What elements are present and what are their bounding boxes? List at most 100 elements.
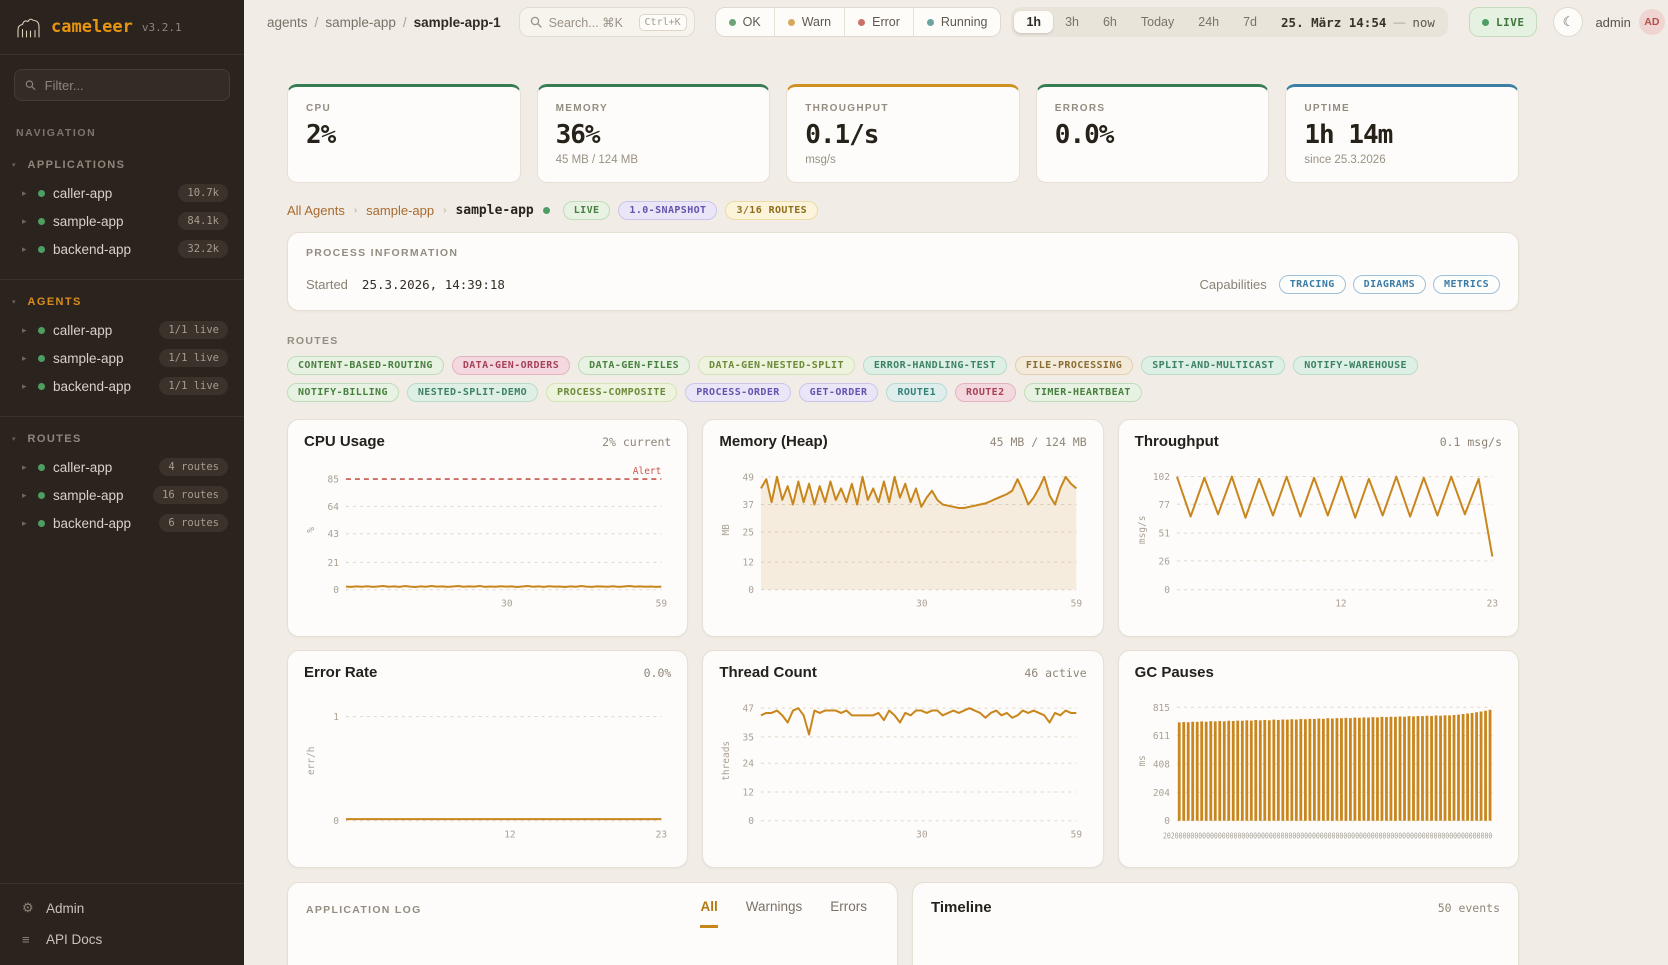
chevron-right-icon: ▸ [22, 380, 27, 391]
status-dot-icon [38, 326, 45, 334]
route-badge-nested-split-demo[interactable]: NESTED-SPLIT-DEMO [406, 383, 539, 402]
sidebar-item-badge: 32.2k [178, 240, 228, 258]
kpi-label: CPU [306, 103, 332, 114]
sidebar-item-admin[interactable]: ⚙ Admin [0, 892, 244, 924]
svg-text:0: 0 [333, 585, 339, 596]
timeline-title: Timeline [931, 899, 992, 916]
svg-text:12: 12 [504, 830, 515, 841]
agent-link-all-agents[interactable]: All Agents [287, 203, 345, 218]
search-icon [25, 80, 36, 91]
chart-title: Error Rate [304, 664, 378, 681]
timeline-panel: Timeline 50 events [912, 882, 1519, 965]
sidebar-item-routes-backend-app[interactable]: ▸ backend-app 6 routes [0, 509, 244, 537]
status-dot-icon [926, 18, 934, 26]
route-badge-error-handling-test[interactable]: ERROR-HANDLING-TEST [862, 356, 1007, 375]
time-range-1h[interactable]: 1h [1014, 11, 1054, 33]
sidebar-item-agents-caller-app[interactable]: ▸ caller-app 1/1 live [0, 316, 244, 344]
route-badge-process-order[interactable]: PROCESS-ORDER [685, 383, 791, 402]
sidebar-nav: ▾ APPLICATIONS ▸ caller-app 10.7k ▸ sample-app… [0, 143, 244, 549]
svg-text:30: 30 [916, 599, 928, 610]
chart-plot-throughput: 102 77 51 26 0 12 23 msg/s [1137, 472, 1498, 610]
sidebar-item-label: sample-app [53, 213, 124, 229]
route-badge-process-composite[interactable]: PROCESS-COMPOSITE [546, 383, 678, 402]
route-badge-route2[interactable]: ROUTE2 [955, 383, 1016, 402]
status-filter-error[interactable]: Error [844, 8, 913, 36]
nav-section-header-applications[interactable]: ▾ APPLICATIONS [0, 153, 244, 179]
status-filter-ok[interactable]: OK [716, 8, 774, 36]
search-shortcut: Ctrl+K [638, 13, 687, 31]
kpi-card-cpu: CPU 2% [287, 84, 521, 183]
sidebar-item-agents-backend-app[interactable]: ▸ backend-app 1/1 live [0, 372, 244, 400]
status-filter-label: Error [872, 15, 900, 29]
time-range-24h[interactable]: 24h [1198, 15, 1220, 29]
chart-header: Thread Count 46 active [719, 664, 1086, 681]
process-information-panel: PROCESS INFORMATION Started 25.3.2026, 1… [287, 232, 1519, 311]
chevron-right-icon: ▸ [22, 324, 27, 335]
agent-badge-3-16-routes: 3/16 ROUTES [725, 201, 819, 220]
chart-current-value: 2% current [602, 435, 672, 449]
log-tab-warnings[interactable]: Warnings [745, 899, 803, 914]
sidebar-item-label: backend-app [53, 378, 132, 394]
svg-text:815: 815 [1152, 703, 1169, 714]
filter-input[interactable] [42, 76, 219, 94]
time-range-6h[interactable]: 6h [1102, 15, 1117, 29]
nav-section-header-routes[interactable]: ▾ ROUTES [0, 427, 244, 453]
route-badge-data-gen-orders[interactable]: DATA-GEN-ORDERS [451, 356, 571, 375]
time-range-7d[interactable]: 7d [1243, 15, 1258, 29]
route-badge-content-based-routing[interactable]: CONTENT-BASED-ROUTING [287, 356, 444, 375]
sidebar-item-routes-sample-app[interactable]: ▸ sample-app 16 routes [0, 481, 244, 509]
sidebar-item-applications-sample-app[interactable]: ▸ sample-app 84.1k [0, 207, 244, 235]
sidebar-item-badge: 6 routes [159, 514, 228, 532]
route-badge-get-order[interactable]: GET-ORDER [798, 383, 879, 402]
search-input[interactable]: Search... ⌘K Ctrl+K [518, 7, 695, 37]
status-filter-label: Running [940, 15, 988, 29]
svg-text:204: 204 [1152, 788, 1169, 799]
capabilities: Capabilities TRACING DIAGRAMS METRICS [1200, 275, 1500, 294]
status-filter-warn[interactable]: Warn [773, 8, 844, 36]
sidebar-item-badge: 1/1 live [159, 349, 228, 367]
sidebar-item-api-docs[interactable]: ≡ API Docs [0, 924, 244, 955]
agent-link-sample-app[interactable]: sample-app [366, 203, 435, 218]
kpi-value: 0.0% [1054, 120, 1115, 150]
route-badge-route1[interactable]: ROUTE1 [886, 383, 947, 402]
breadcrumb-agents[interactable]: agents [267, 14, 308, 30]
time-range-today[interactable]: Today [1140, 15, 1175, 29]
log-tab-errors[interactable]: Errors [830, 899, 867, 914]
route-badge-data-gen-files[interactable]: DATA-GEN-FILES [578, 356, 691, 375]
breadcrumb-sample-app[interactable]: sample-app [325, 14, 396, 30]
status-filter-running[interactable]: Running [912, 8, 1001, 36]
sidebar-item-applications-backend-app[interactable]: ▸ backend-app 32.2k [0, 235, 244, 263]
started-value: 25.3.2026, 14:39:18 [361, 277, 505, 292]
svg-text:err/h: err/h [306, 747, 317, 776]
svg-text:21: 21 [328, 558, 340, 569]
nav-section-header-agents[interactable]: ▾ AGENTS [0, 290, 244, 316]
kpi-value: 0.1/s [805, 120, 879, 150]
sidebar-filter[interactable] [14, 69, 230, 101]
time-range-3h[interactable]: 3h [1065, 15, 1079, 29]
theme-toggle-button[interactable]: ☾ [1553, 7, 1584, 37]
chart-card-gc-pauses: GC Pauses 815 611 408 204 0 ms 2020000000000000… [1117, 650, 1519, 868]
status-dot-icon [38, 491, 45, 499]
route-badge-split-and-multicast[interactable]: SPLIT-AND-MULTICAST [1141, 356, 1286, 375]
breadcrumb-separator: / [402, 14, 407, 30]
agent-current: sample-app [455, 203, 534, 218]
sidebar-item-applications-caller-app[interactable]: ▸ caller-app 10.7k [0, 179, 244, 207]
date-range-value[interactable]: 25. März 14:54 [1281, 14, 1387, 30]
avatar[interactable]: AD [1638, 9, 1665, 35]
route-badge-file-processing[interactable]: FILE-PROCESSING [1014, 356, 1134, 375]
sidebar-item-routes-caller-app[interactable]: ▸ caller-app 4 routes [0, 453, 244, 481]
svg-text:35: 35 [743, 732, 754, 743]
chart-current-value: 0.0% [643, 666, 672, 680]
status-dot-icon [787, 18, 795, 26]
log-tab-all[interactable]: All [700, 899, 718, 928]
status-filter-group: OK Warn Error Running [714, 7, 1002, 37]
route-badge-notify-billing[interactable]: NOTIFY-BILLING [287, 383, 399, 402]
sidebar-item-agents-sample-app[interactable]: ▸ sample-app 1/1 live [0, 344, 244, 372]
sidebar-item-label: caller-app [53, 322, 113, 338]
route-badge-data-gen-nested-split[interactable]: DATA-GEN-NESTED-SPLIT [698, 356, 855, 375]
chart-plot-thread-count: 47 35 24 12 0 30 59 threads [721, 704, 1082, 841]
route-badge-notify-warehouse[interactable]: NOTIFY-WAREHOUSE [1293, 356, 1418, 375]
capability-badge-diagrams: DIAGRAMS [1352, 275, 1427, 294]
svg-text:Alert: Alert [633, 466, 662, 477]
route-badge-timer-heartbeat[interactable]: TIMER-HEARTBEAT [1023, 383, 1142, 402]
